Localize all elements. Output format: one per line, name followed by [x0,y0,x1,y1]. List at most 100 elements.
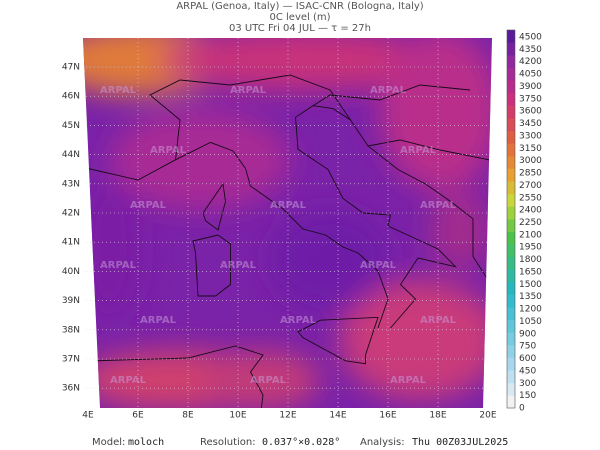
colorbar-band [507,105,515,119]
watermark: ARPAL [140,315,177,326]
lat-label: 44N [62,150,80,160]
colorbar-band [507,244,515,258]
lat-label: 43N [62,179,80,189]
colorbar-band [507,307,515,321]
colorbar-band [507,256,515,270]
colorbar-band [507,80,515,94]
lat-label: 39N [62,296,80,306]
colorbar-band [507,118,515,132]
lon-label: 4E [82,411,94,421]
watermark: ARPAL [280,315,317,326]
colorbar-label: 150 [519,391,536,401]
colorbar-label: 2850 [519,169,542,179]
footer-analysis-label: Analysis: [360,437,405,448]
colorbar-band [507,130,515,144]
colorbar-label: 1950 [519,243,542,253]
lon-label: 14E [329,411,346,421]
colorbar-label: 2700 [519,181,542,191]
colorbar-frame [506,29,516,409]
map-field: ARPAL ARPAL ARPAL ARPAL ARPAL ARPAL ARPAL ARPAL… [83,38,492,408]
colorbar-label: 4350 [519,45,542,55]
lat-label: 42N [62,209,80,219]
watermark: ARPAL [220,260,257,271]
colorbar-band [507,269,515,283]
colorbar-band [507,67,515,81]
watermark: ARPAL [150,145,187,156]
colorbar-band [507,181,515,195]
colorbar-label: 900 [519,329,536,339]
watermark: ARPAL [110,375,147,386]
watermark: ARPAL [100,260,137,271]
lat-label: 38N [62,325,80,335]
colorbar-label: 1500 [519,280,542,290]
lon-label: 6E [132,411,144,421]
colorbar-label: 3450 [519,119,542,129]
colorbar-band [507,206,515,220]
colorbar-label: 3150 [519,144,542,154]
colorbar-band [507,93,515,106]
colorbar-label: 2400 [519,206,542,216]
colorbar-label: 750 [519,342,536,352]
colorbar-label: 450 [519,366,536,376]
colorbar-band [507,370,515,384]
watermark: ARPAL [250,375,287,386]
colorbar-band [507,332,515,346]
colorbar-label: 4050 [519,70,542,80]
footer-resolution: 0.037°×0.028° [262,437,340,448]
colorbar-band [507,231,515,245]
lat-label: 46N [62,92,80,102]
colorbar-band [507,143,515,157]
title-line-2: 0C level (m) [269,12,330,23]
lon-label: 16E [379,411,396,421]
colorbar-band [507,357,515,371]
lon-label: 18E [429,411,446,421]
watermark: ARPAL [230,85,267,96]
colorbar-band [507,395,515,409]
watermark: ARPAL [420,315,457,326]
colorbar-band [507,30,515,43]
lat-label: 37N [62,355,80,365]
watermark: ARPAL [400,145,437,156]
colorbar-band [507,319,515,333]
colorbar-band [507,219,515,232]
colorbar-label: 3000 [519,156,542,166]
footer-analysis: Thu 00Z03JUL2025 [412,437,508,448]
footer-model-label: Model: [92,437,125,448]
colorbar-label: 3300 [519,131,542,141]
colorbar-band [507,282,515,295]
watermark: ARPAL [360,260,397,271]
colorbar-band [507,294,515,308]
colorbar-label: 3900 [519,82,542,92]
colorbar-label: 3600 [519,107,542,117]
lat-label: 40N [62,267,80,277]
lat-label: 47N [62,63,80,73]
colorbar-band [507,345,515,358]
lon-label: 20E [479,411,496,421]
watermark: ARPAL [130,200,167,211]
colorbar-label: 2250 [519,218,542,228]
colorbar-label: 3750 [519,94,542,104]
lon-label: 8E [182,411,194,421]
colorbar-band [507,193,515,207]
colorbar-label: 2100 [519,230,542,240]
colorbar-band [507,156,515,169]
colorbar-label: 1200 [519,305,542,315]
title-line-1: ARPAL (Genoa, Italy) — ISAC-CNR (Bologna… [176,1,423,12]
colorbar-label: 2550 [519,193,542,203]
lat-label: 45N [62,121,80,131]
colorbar-label: 4200 [519,57,542,67]
colorbar-label: 300 [519,379,536,389]
watermark: ARPAL [390,375,427,386]
colorbar-band [507,382,515,396]
title-line-3: 03 UTC Fri 04 JUL — τ = 27h [229,23,371,34]
colorbar-label: 1050 [519,317,542,327]
colorbar-band [507,168,515,182]
colorbar-label: 600 [519,354,536,364]
colorbar-label: 1800 [519,255,542,265]
lat-label: 36N [62,384,80,394]
colorbar-label: 0 [519,404,525,414]
colorbar-band [507,42,515,56]
lon-label: 12E [279,411,296,421]
colorbar-label: 1650 [519,267,542,277]
